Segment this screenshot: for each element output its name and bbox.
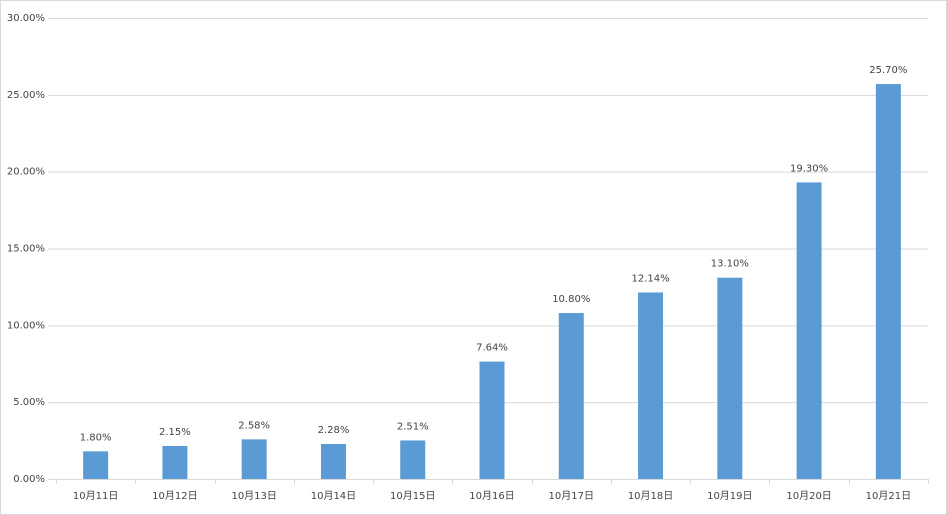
value-label: 13.10% bbox=[711, 259, 749, 270]
x-tick-label: 10月16日 bbox=[469, 490, 514, 502]
x-tick-label: 10月18日 bbox=[628, 490, 673, 502]
y-tick-label: 30.00% bbox=[7, 13, 45, 24]
y-tick-label: 15.00% bbox=[7, 244, 45, 255]
x-tick-label: 10月17日 bbox=[549, 490, 594, 502]
y-tick-label: 20.00% bbox=[7, 167, 45, 178]
y-tick-label: 5.00% bbox=[13, 397, 45, 408]
x-tick-label: 10月21日 bbox=[866, 490, 911, 502]
value-label: 2.28% bbox=[318, 425, 350, 436]
y-tick-label: 10.00% bbox=[7, 320, 45, 331]
x-tick-label: 10月15日 bbox=[390, 490, 435, 502]
bar bbox=[320, 443, 346, 479]
bar bbox=[796, 182, 822, 479]
value-label: 2.58% bbox=[238, 420, 270, 431]
bar bbox=[241, 439, 267, 479]
value-label: 10.80% bbox=[552, 294, 590, 305]
bar bbox=[479, 361, 505, 479]
value-label: 7.64% bbox=[476, 343, 508, 354]
value-label: 2.15% bbox=[159, 427, 191, 438]
x-tick-label: 10月14日 bbox=[311, 490, 356, 502]
bar bbox=[162, 445, 188, 479]
y-tick-label: 0.00% bbox=[13, 474, 45, 485]
bar bbox=[717, 277, 743, 479]
x-tick-label: 10月13日 bbox=[231, 490, 276, 502]
bar bbox=[638, 292, 664, 479]
bar bbox=[83, 451, 109, 479]
value-label: 25.70% bbox=[869, 65, 907, 76]
value-label: 12.14% bbox=[631, 273, 669, 284]
x-tick-label: 10月12日 bbox=[152, 490, 197, 502]
value-label: 19.30% bbox=[790, 163, 828, 174]
value-label: 2.51% bbox=[397, 421, 429, 432]
bar bbox=[875, 84, 901, 480]
value-label: 1.80% bbox=[80, 432, 112, 443]
x-tick-label: 10月20日 bbox=[786, 490, 831, 502]
bar bbox=[400, 440, 426, 479]
y-tick-label: 25.00% bbox=[7, 90, 45, 101]
bar bbox=[558, 313, 584, 479]
x-tick-label: 10月11日 bbox=[73, 490, 118, 502]
x-tick-label: 10月19日 bbox=[707, 490, 752, 502]
